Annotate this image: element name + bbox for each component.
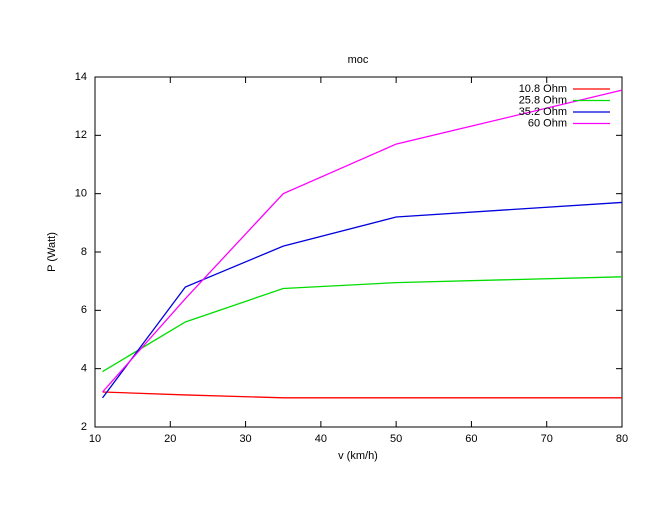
plot-border xyxy=(94,76,623,428)
x-tick-label: 10 xyxy=(89,433,101,445)
y-tick-label: 4 xyxy=(81,363,87,375)
legend-label: 60 Ohm xyxy=(528,117,567,129)
x-tick-label: 50 xyxy=(390,433,402,445)
y-tick-label: 2 xyxy=(81,421,87,433)
y-tick-label: 8 xyxy=(81,246,87,258)
x-tick-label: 20 xyxy=(164,433,176,445)
x-tick-label: 40 xyxy=(315,433,327,445)
x-tick-label: 30 xyxy=(239,433,251,445)
x-tick-label: 60 xyxy=(465,433,477,445)
x-tick-label: 70 xyxy=(541,433,553,445)
series-line xyxy=(102,391,622,399)
x-tick-label: 80 xyxy=(616,433,628,445)
series-line xyxy=(102,276,623,373)
y-tick-label: 6 xyxy=(81,304,87,316)
y-axis-label: P (Watt) xyxy=(46,232,58,272)
chart-title: moc xyxy=(348,54,369,66)
y-tick-label: 14 xyxy=(75,71,87,83)
legend-label: 35.2 Ohm xyxy=(519,106,567,118)
y-tick-label: 10 xyxy=(75,188,87,200)
series-line xyxy=(102,201,623,399)
series-line xyxy=(102,89,623,393)
x-axis-label: v (km/h) xyxy=(338,450,378,462)
y-tick-label: 12 xyxy=(75,129,87,141)
legend-label: 25.8 Ohm xyxy=(519,94,567,106)
legend-label: 10.8 Ohm xyxy=(519,83,567,95)
